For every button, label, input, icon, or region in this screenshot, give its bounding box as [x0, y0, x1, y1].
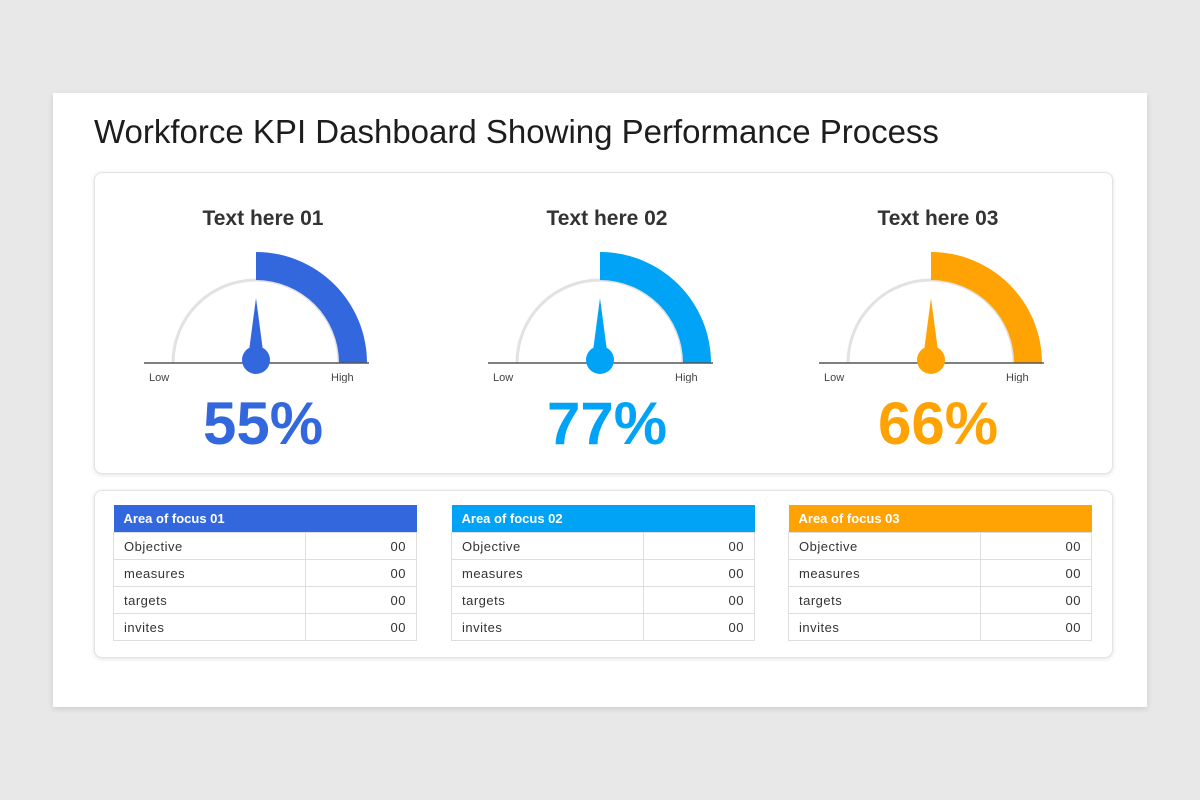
- row-value: 00: [305, 559, 417, 587]
- row-label: Objective: [788, 532, 981, 560]
- table-row: invites 00: [788, 613, 1092, 641]
- focus-table-1: Area of focus 01 Objective 00 measures 00 tar…: [113, 505, 417, 641]
- gauge-needle: [249, 298, 263, 351]
- table-row: invites 00: [113, 613, 417, 641]
- row-label: measures: [113, 559, 306, 587]
- table-header: Area of focus 02: [451, 505, 755, 533]
- row-value: 00: [643, 559, 755, 587]
- row-label: measures: [788, 559, 981, 587]
- row-value: 00: [643, 532, 755, 560]
- gauge-track: [846, 278, 1016, 364]
- row-label: Objective: [113, 532, 306, 560]
- gauge-dial: Low High: [144, 252, 369, 383]
- table-row: targets 00: [451, 586, 755, 614]
- row-value: 00: [980, 613, 1092, 641]
- row-label: targets: [451, 586, 644, 614]
- table-row: targets 00: [788, 586, 1092, 614]
- gauge-needle: [593, 298, 607, 351]
- tables-card: Area of focus 01 Objective 00 measures 00 tar…: [94, 490, 1113, 658]
- table-row: measures 00: [113, 559, 417, 587]
- gauge-track: [515, 278, 685, 364]
- gauge-low-label: Low: [149, 372, 169, 383]
- row-label: Objective: [451, 532, 644, 560]
- focus-table-2: Area of focus 02 Objective 00 measures 00 tar…: [451, 505, 755, 641]
- gauge-low-label: Low: [493, 372, 513, 383]
- row-label: invites: [113, 613, 306, 641]
- table-row: targets 00: [113, 586, 417, 614]
- page-title: Workforce KPI Dashboard Showing Performa…: [94, 113, 939, 150]
- gauge-fill: [256, 252, 367, 363]
- focus-table-3: Area of focus 03 Objective 00 measures 00 tar…: [788, 505, 1092, 641]
- gauge-dial: Low High: [819, 252, 1044, 383]
- gauge-title: Text here 03: [877, 207, 999, 230]
- gauge-title: Text here 01: [202, 207, 324, 230]
- table-header: Area of focus 01: [113, 505, 417, 533]
- row-label: targets: [113, 586, 306, 614]
- gauge-needle-hub: [242, 346, 270, 374]
- table-row: Objective 00: [451, 532, 755, 560]
- gauge-3: Text here 03 Low High 66%: [788, 173, 1088, 473]
- gauge-2: Text here 02 Low High 77%: [457, 173, 757, 473]
- gauge-fill: [600, 252, 711, 363]
- row-label: invites: [451, 613, 644, 641]
- gauge-high-label: High: [675, 372, 698, 383]
- row-value: 00: [305, 532, 417, 560]
- gauge-high-label: High: [1006, 372, 1029, 383]
- table-header: Area of focus 03: [788, 505, 1092, 533]
- row-value: 00: [980, 559, 1092, 587]
- row-label: measures: [451, 559, 644, 587]
- gauges-card: Text here 01 Low High 55% Text here 02 Lo…: [94, 172, 1113, 474]
- row-value: 00: [980, 532, 1092, 560]
- gauge-dial: Low High: [488, 252, 713, 383]
- table-row: measures 00: [788, 559, 1092, 587]
- gauge-track: [171, 278, 341, 364]
- gauge-needle: [924, 298, 938, 351]
- gauge-high-label: High: [331, 372, 354, 383]
- row-label: targets: [788, 586, 981, 614]
- gauge-1: Text here 01 Low High 55%: [113, 173, 413, 473]
- gauge-value: 55%: [202, 390, 324, 457]
- gauge-needle-hub: [917, 346, 945, 374]
- row-value: 00: [643, 613, 755, 641]
- table-row: Objective 00: [113, 532, 417, 560]
- table-row: invites 00: [451, 613, 755, 641]
- gauge-value: 77%: [546, 390, 668, 457]
- row-value: 00: [305, 613, 417, 641]
- row-value: 00: [305, 586, 417, 614]
- gauge-needle-hub: [586, 346, 614, 374]
- slide: Workforce KPI Dashboard Showing Performa…: [53, 93, 1147, 707]
- table-row: Objective 00: [788, 532, 1092, 560]
- row-value: 00: [643, 586, 755, 614]
- table-row: measures 00: [451, 559, 755, 587]
- row-label: invites: [788, 613, 981, 641]
- row-value: 00: [980, 586, 1092, 614]
- gauge-low-label: Low: [824, 372, 844, 383]
- gauge-value: 66%: [877, 390, 999, 457]
- gauge-title: Text here 02: [546, 207, 668, 230]
- gauge-fill: [931, 252, 1042, 363]
